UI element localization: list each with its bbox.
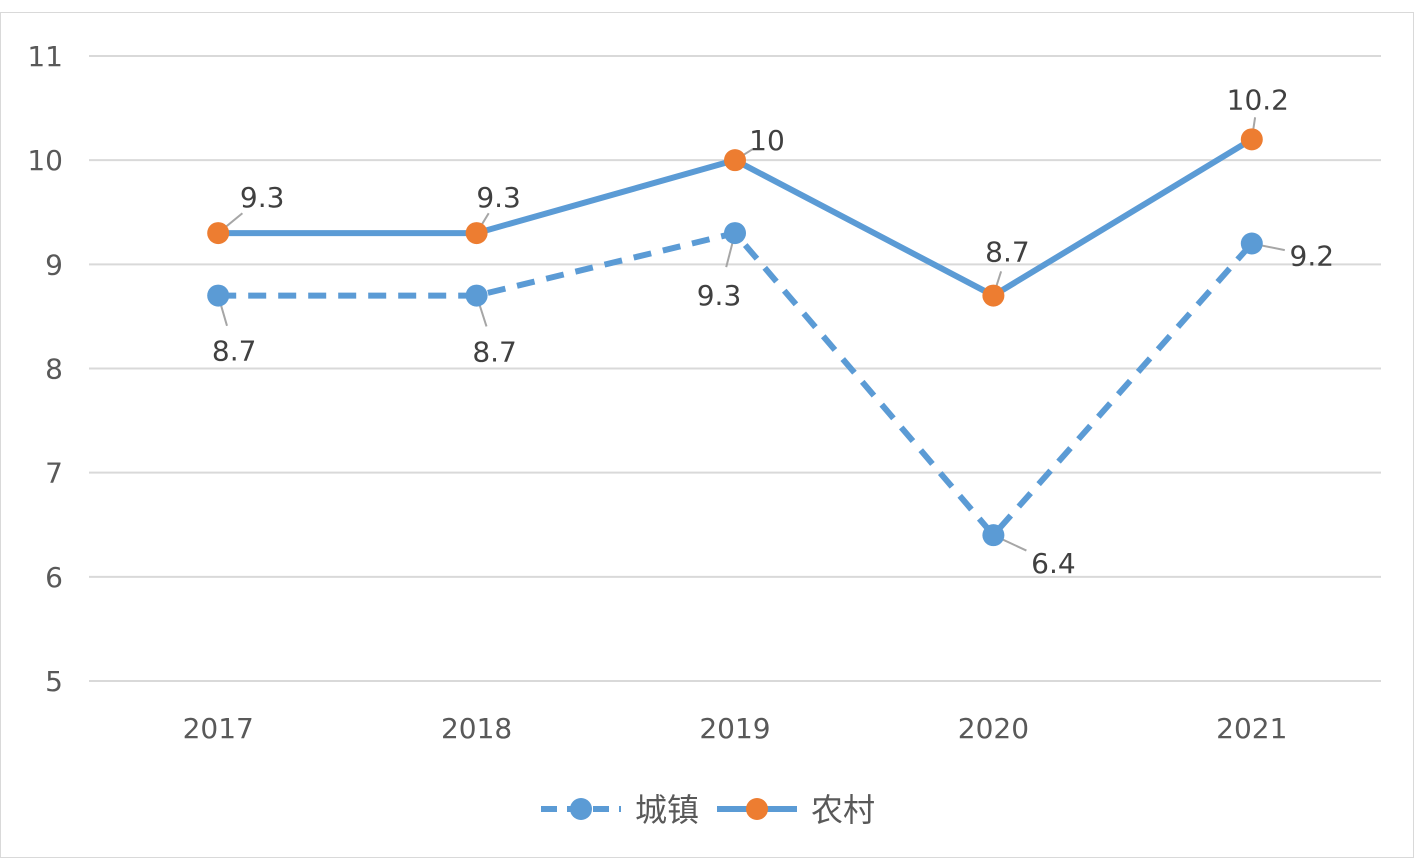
x-tick-label: 2020 (958, 712, 1029, 745)
data-point (982, 524, 1005, 547)
data-point (982, 284, 1005, 307)
data-label: 10.2 (1227, 83, 1289, 116)
data-point (465, 284, 488, 307)
data-label: 9.3 (240, 181, 285, 214)
data-labels: 8.7 8.7 9.3 6.4 9.2 9.3 9.3 10 8.7 10.2 (212, 83, 1334, 580)
chart-frame: 5 6 7 8 9 10 11 2017 2018 2019 2020 2021 8.7 8.7 9.3… (0, 12, 1414, 858)
y-tick-label: 5 (45, 665, 63, 698)
x-tick-label: 2018 (441, 712, 512, 745)
legend-label: 农村 (811, 791, 875, 829)
x-axis: 2017 2018 2019 2020 2021 (183, 712, 1288, 745)
x-tick-label: 2021 (1216, 712, 1287, 745)
data-label: 8.7 (985, 236, 1030, 269)
data-label: 8.7 (472, 336, 517, 369)
data-label: 10 (749, 124, 785, 157)
x-tick-label: 2019 (699, 712, 770, 745)
x-tick-label: 2017 (183, 712, 254, 745)
y-tick-label: 6 (45, 561, 63, 594)
data-label-leaders (217, 117, 1285, 552)
legend-marker (746, 798, 768, 820)
data-point (207, 284, 230, 307)
series-markers (207, 128, 1263, 547)
data-label: 9.2 (1290, 240, 1335, 273)
data-point (724, 149, 746, 172)
data-label: 9.3 (476, 181, 521, 214)
data-label: 6.4 (1031, 547, 1076, 580)
data-point (1240, 232, 1263, 255)
y-tick-label: 7 (45, 457, 63, 490)
data-point (724, 222, 746, 245)
data-point (1240, 128, 1263, 151)
y-tick-label: 8 (45, 353, 63, 386)
y-tick-label: 10 (27, 144, 63, 177)
y-tick-label: 11 (27, 40, 63, 73)
legend-label: 城镇 (635, 791, 699, 829)
data-label: 9.3 (697, 279, 742, 312)
line-chart: 5 6 7 8 9 10 11 2017 2018 2019 2020 2021 8.7 8.7 9.3… (27, 40, 1381, 829)
y-axis: 5 6 7 8 9 10 11 (27, 40, 63, 698)
y-tick-label: 9 (45, 248, 63, 281)
data-point (207, 222, 230, 245)
data-point (465, 222, 488, 245)
legend-marker (570, 798, 592, 820)
legend: 城镇 农村 (541, 791, 875, 829)
series-lines (218, 136, 1255, 539)
data-label: 8.7 (212, 335, 257, 368)
